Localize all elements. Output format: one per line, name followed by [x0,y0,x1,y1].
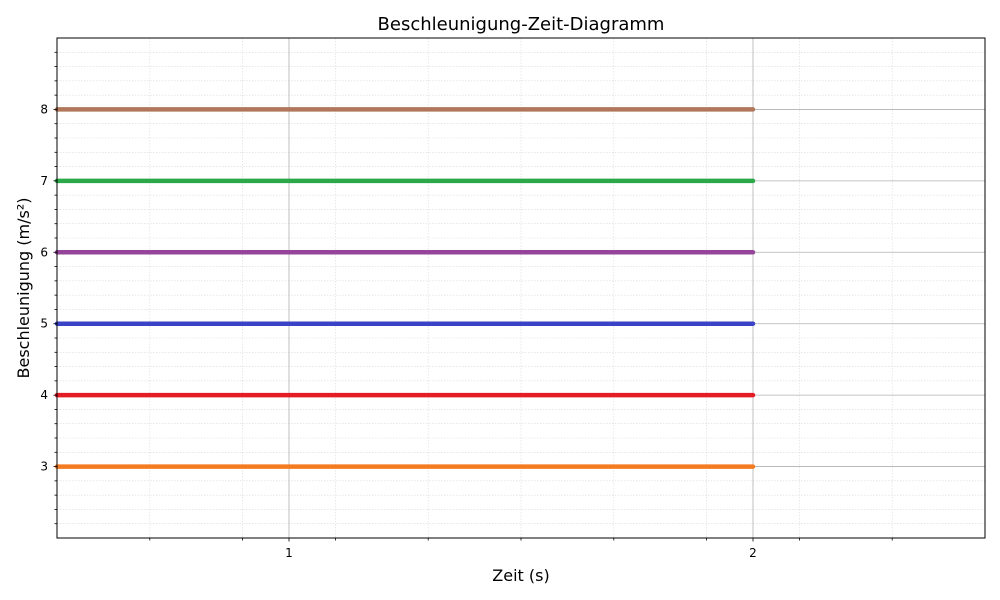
series-layer [54,107,756,469]
y-tick-label: 3 [40,460,48,474]
x-tick-label: 1 [285,546,293,560]
y-tick-label: 6 [40,245,48,259]
y-tick-label: 5 [40,317,48,331]
minor-grid [57,38,985,538]
x-axis-label: Zeit (s) [492,566,549,585]
axis-ticks: 1 2 3 4 5 6 7 8 [40,51,893,560]
y-axis-label: Beschleunigung (m/s²) [14,198,33,379]
chart-title: Beschleunigung-Zeit-Diagramm [378,14,665,35]
y-tick-label: 4 [40,388,48,402]
x-tick-label: 2 [749,546,757,560]
y-tick-label: 7 [40,174,48,188]
y-tick-label: 8 [40,102,48,116]
